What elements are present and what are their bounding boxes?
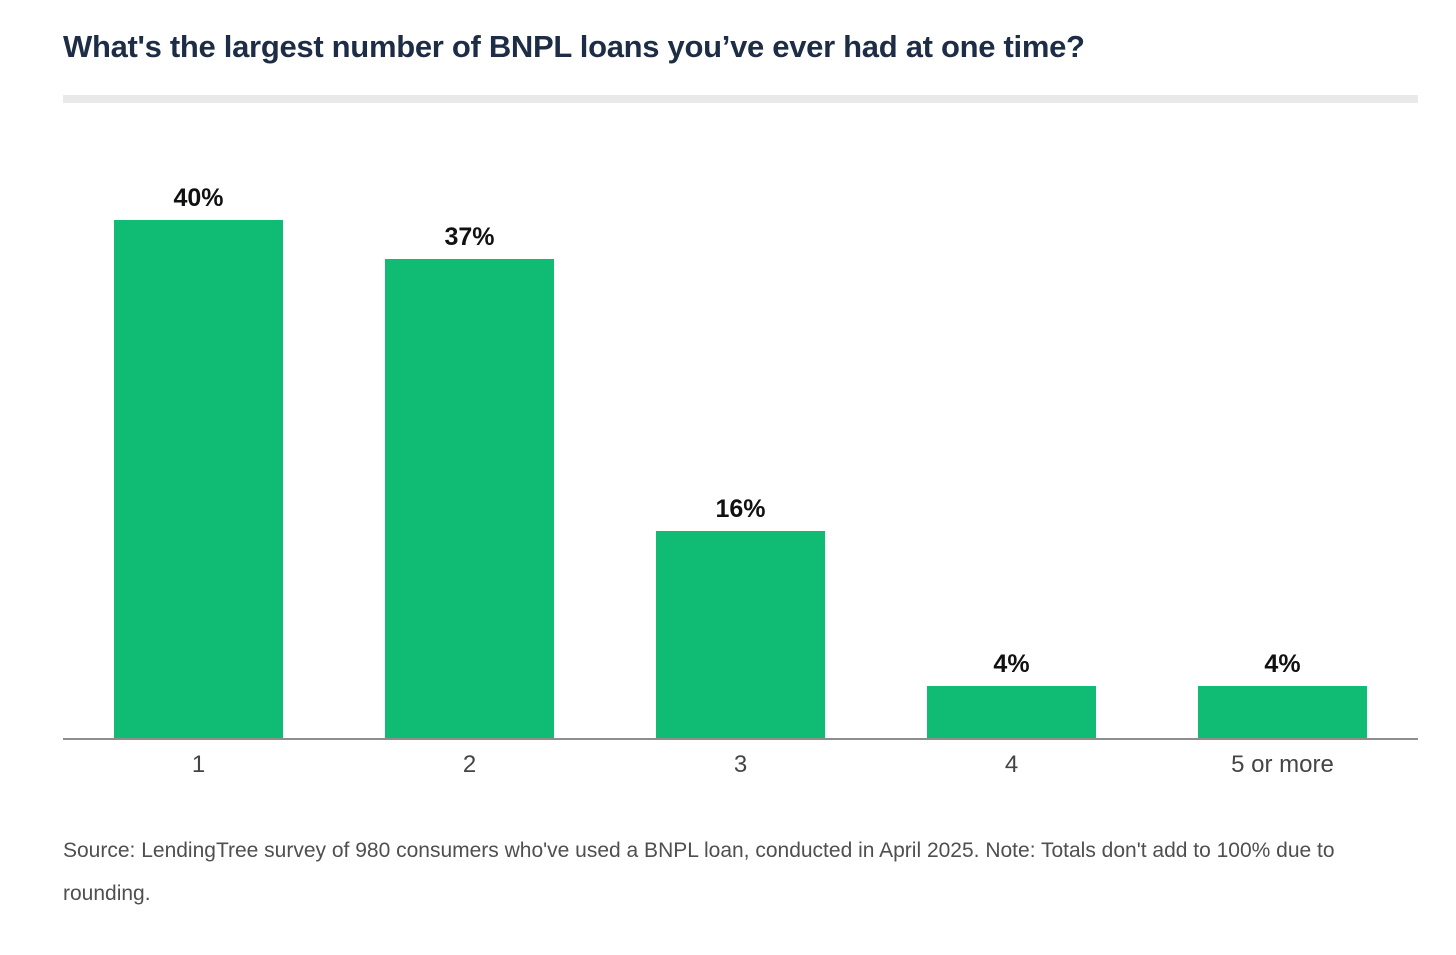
bar-value-label: 4% (1264, 650, 1301, 679)
bar-value-label: 16% (715, 495, 766, 523)
bar-value-label: 4% (993, 650, 1030, 679)
bar (385, 259, 554, 739)
bar (927, 686, 1096, 739)
x-tick-label: 3 (733, 751, 748, 779)
bar-value-label: 37% (444, 223, 495, 252)
bar-group: 37% (334, 180, 605, 739)
plot-area: 40% 37% 16% 4% 4% (63, 180, 1418, 741)
bar-group: 40% (63, 180, 334, 739)
x-axis-labels: 1 2 3 4 5 or more (63, 751, 1418, 779)
x-tick-label: 2 (462, 751, 477, 779)
x-tick-label: 4 (1004, 751, 1019, 779)
bar-group: 16% (605, 180, 876, 739)
x-tick-label: 5 or more (1231, 751, 1334, 779)
chart-title: What's the largest number of BNPL loans … (63, 29, 1085, 64)
source-note: Source: LendingTree survey of 980 consum… (63, 839, 1335, 906)
bar (114, 220, 283, 739)
bar-chart: 40% 37% 16% 4% 4% 1 2 3 4 5 or more (63, 180, 1418, 779)
bar-group: 4% (876, 180, 1147, 739)
bar-group: 4% (1147, 180, 1418, 739)
bar (656, 531, 825, 739)
x-tick-label: 1 (191, 751, 206, 779)
bar (1198, 686, 1367, 739)
title-divider (63, 95, 1418, 104)
bar-value-label: 40% (173, 184, 224, 213)
